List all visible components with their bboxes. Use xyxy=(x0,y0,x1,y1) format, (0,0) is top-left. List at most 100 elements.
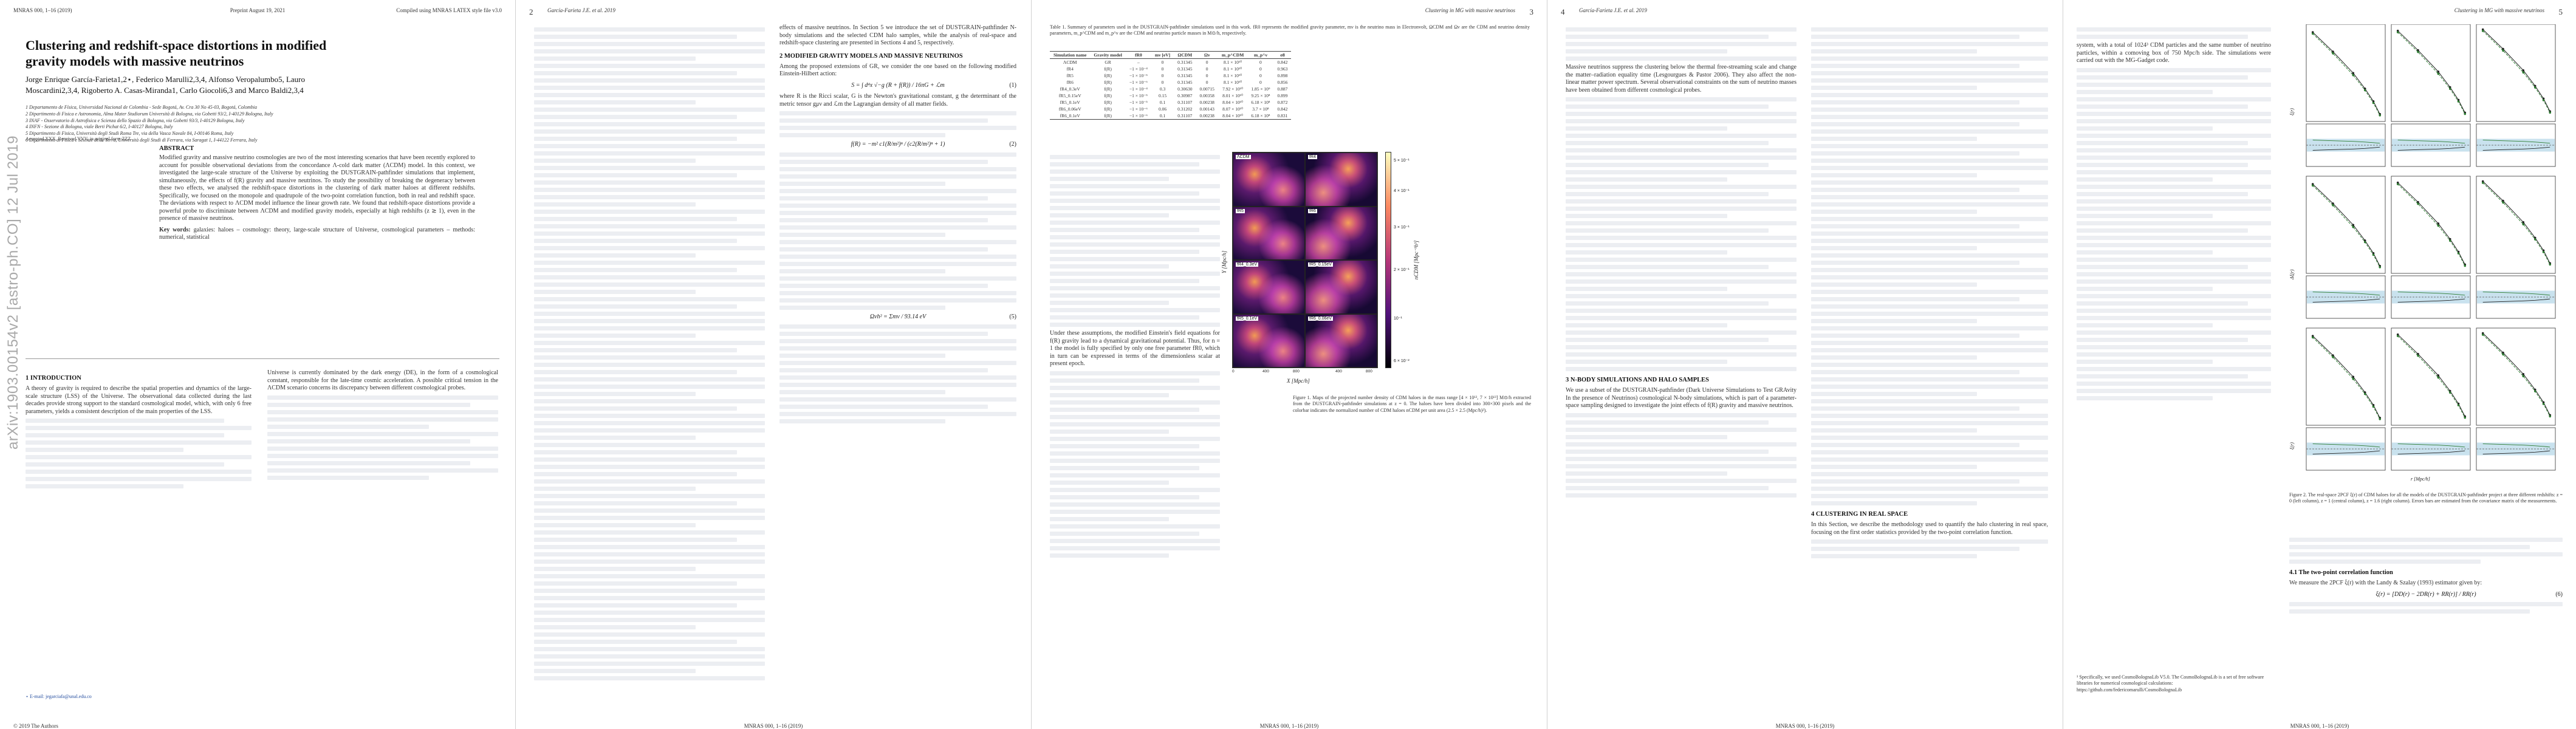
body-paragraph: Among the proposed extensions of GR, we … xyxy=(779,63,1016,78)
text-line xyxy=(26,448,184,453)
text-line xyxy=(1566,323,1727,327)
journal-ref: MNRAS 000, 1–16 (2019) xyxy=(1775,723,1835,729)
x-tick-label: 800 xyxy=(1366,369,1372,374)
table-cell: 8.1 × 10¹⁰ xyxy=(1224,73,1242,78)
series-line xyxy=(2312,185,2380,268)
residual-line xyxy=(2397,443,2465,448)
text-line xyxy=(1811,494,2048,498)
section-heading: 4 CLUSTERING IN REAL SPACE xyxy=(1811,511,1908,518)
text-line xyxy=(2289,552,2563,556)
table-cell: fR5_0.1eV xyxy=(1060,100,1080,105)
text-line xyxy=(534,151,765,156)
text-line xyxy=(534,290,696,294)
figure-2-caption: Figure 2. The real-space 2PCF ξ(r) of CD… xyxy=(2289,492,2563,504)
text-line xyxy=(1811,385,2048,389)
equation-number: (5) xyxy=(1009,313,1016,320)
table-header-cell: mν [eV] xyxy=(1151,51,1174,59)
text-line xyxy=(1050,221,1220,225)
text-line xyxy=(2077,67,2271,72)
table-row: fR5_0.1eV f(R) −1 × 10⁻⁵ 0.1 0.31107 0.00238 8… xyxy=(1050,99,1291,106)
text-line xyxy=(2077,293,2271,298)
text-line xyxy=(1566,156,1797,160)
text-line xyxy=(534,180,765,185)
text-line xyxy=(779,397,1016,402)
series-line xyxy=(2482,182,2550,265)
email-link[interactable]: ⋆ E-mail: jegarciafa@unal.edu.co xyxy=(26,694,92,699)
series-line xyxy=(2482,334,2550,417)
table-cell: 6.18 × 10⁸ xyxy=(1247,112,1274,120)
column-right: effects of massive neutrinos. In Section… xyxy=(779,24,1016,426)
text-line xyxy=(26,462,225,467)
text-line xyxy=(534,93,765,97)
text-line xyxy=(1050,272,1220,276)
panel-frame xyxy=(2391,24,2471,122)
text-line xyxy=(2077,366,2271,371)
text-line xyxy=(1566,112,1797,116)
text-line xyxy=(1566,456,1797,461)
text-line xyxy=(1050,206,1220,210)
table-cell: −1 × 10⁻⁴ xyxy=(1129,66,1148,72)
page-5: Clustering in MG with massive neutrinos … xyxy=(2063,0,2576,729)
text-line xyxy=(1050,385,1220,390)
text-line xyxy=(534,173,738,177)
text-line xyxy=(534,625,696,629)
text-line xyxy=(1566,330,1797,335)
text-line xyxy=(534,377,765,382)
text-line xyxy=(2077,235,2271,240)
table-cell: 0 xyxy=(1161,80,1164,85)
abstract-text: Modified gravity and massive neutrino co… xyxy=(159,154,475,222)
text-line xyxy=(1811,129,2048,134)
body-paragraph: system, with a total of 1024³ CDM partic… xyxy=(2077,42,2271,64)
text-line xyxy=(2077,155,2271,160)
accepted-line: Accepted XXX. Received YYY; in original … xyxy=(26,136,131,142)
text-line xyxy=(1566,185,1797,189)
figure-1-caption: Figure 1. Maps of the projected number d… xyxy=(1293,395,1531,413)
text-line xyxy=(534,27,765,32)
series-line xyxy=(2482,29,2550,112)
text-line xyxy=(1050,286,1220,290)
residual-line xyxy=(2482,298,2550,303)
keywords: Key words: galaxies: haloes – cosmology:… xyxy=(159,227,475,242)
text-line xyxy=(2077,250,2213,255)
text-line xyxy=(1050,308,1220,312)
footnote-text: ¹ Specifically, we used CosmoBolognaLib … xyxy=(2077,674,2264,693)
text-line xyxy=(1566,265,1769,269)
text-line xyxy=(534,217,738,221)
text-line xyxy=(1811,539,2048,544)
table-cell: 0.831 xyxy=(1273,112,1292,120)
x-tick-label: 400 xyxy=(1335,369,1342,374)
text-line xyxy=(534,159,696,163)
equation-text: f(R) = −m² c1(R/m²)ⁿ / (c2(R/m²)ⁿ + 1) xyxy=(851,141,945,148)
text-line xyxy=(1811,173,1977,177)
table-cell: 0.842 xyxy=(1277,106,1288,112)
text-line xyxy=(1566,272,1797,276)
text-line xyxy=(534,589,765,593)
text-line xyxy=(1566,126,1727,131)
table-cell: GR xyxy=(1105,60,1111,65)
table-cell: 0.30987 xyxy=(1177,93,1193,98)
section-heading: 3 N-BODY SIMULATIONS AND HALO SAMPLES xyxy=(1566,377,1709,383)
text-line xyxy=(1050,553,1169,558)
text-line xyxy=(779,405,988,409)
text-line xyxy=(1811,188,2020,192)
text-line xyxy=(1811,166,2048,170)
table-cell: 0.842 xyxy=(1277,60,1288,65)
data-point xyxy=(2379,418,2382,420)
text-line xyxy=(1566,250,1727,255)
text-line xyxy=(1566,177,1727,182)
text-line xyxy=(1811,122,2020,126)
text-line xyxy=(534,567,696,571)
table-cell: 0.31107 xyxy=(1177,100,1193,105)
table-cell: f(R) xyxy=(1104,100,1112,105)
text-line xyxy=(534,465,765,469)
text-line xyxy=(779,298,1016,303)
text-line xyxy=(534,538,738,542)
table-cell: 0 xyxy=(1205,73,1208,78)
table-cell: f(R) xyxy=(1104,66,1112,72)
table-row: fR6 f(R) −1 × 10⁻⁶ 0 0.31345 0 8.1 × 10¹⁰ 0 0.85… xyxy=(1050,79,1291,86)
page-number: 4 xyxy=(1561,7,1565,16)
text-line xyxy=(2077,272,2271,276)
text-line xyxy=(1566,163,1769,167)
text-line xyxy=(1050,250,1200,254)
text-line xyxy=(2077,330,2271,335)
